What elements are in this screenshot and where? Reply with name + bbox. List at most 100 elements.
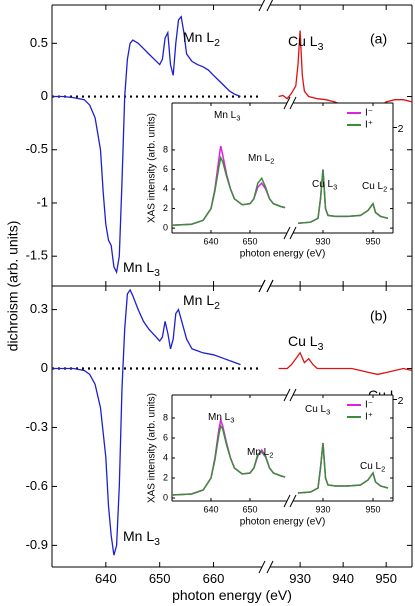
annotation-subscript: 3 bbox=[230, 415, 234, 424]
axis-break bbox=[289, 226, 297, 240]
legend-label: I⁺ bbox=[365, 120, 373, 131]
x-tick-label: 930 bbox=[315, 236, 330, 246]
annotation-subscript: 2 bbox=[381, 464, 385, 473]
x-tick-label: 930 bbox=[315, 504, 330, 514]
axis-break bbox=[283, 226, 291, 240]
y-tick-label: 0 bbox=[41, 88, 48, 103]
x-tick-label: 650 bbox=[242, 236, 257, 246]
inset-background bbox=[172, 395, 393, 501]
x-axis-label: photon energy (eV) bbox=[172, 587, 292, 603]
data-line bbox=[278, 351, 413, 376]
annotation: Cu L3 bbox=[305, 404, 330, 417]
annotation-subscript: 2 bbox=[270, 156, 274, 165]
annotation-text: Cu L bbox=[362, 181, 384, 192]
axis-break bbox=[289, 388, 297, 402]
annotation-text: Mn L bbox=[123, 259, 154, 275]
y-tick-label: 0 bbox=[163, 222, 168, 232]
inset-background bbox=[172, 103, 393, 233]
y-axis-label: XAS intensity (arb. units) bbox=[147, 113, 158, 223]
annotation-subscript: 3 bbox=[326, 407, 330, 416]
annotation-text: Mn L bbox=[248, 153, 271, 164]
annotation-text: Mn L bbox=[208, 412, 231, 423]
annotation-subscript: 2 bbox=[398, 123, 404, 135]
x-tick-label: 950 bbox=[365, 504, 380, 514]
inset: 0 2 4 6 8 640 650 930 950 photon energy (eV) XAS i… bbox=[147, 388, 394, 528]
annotation-text: Cu L bbox=[288, 33, 318, 49]
x-tick-label: 660 bbox=[203, 571, 225, 586]
y-tick-label: 6 bbox=[163, 432, 168, 442]
annotation-text: Mn L bbox=[247, 447, 270, 458]
annotation: Mn L2 bbox=[248, 153, 274, 166]
annotation: Cu L2 bbox=[362, 181, 387, 194]
y-tick-label: 4 bbox=[163, 452, 168, 462]
inset: 0 2 4 6 8 640 650 930 950 photon energy (eV) XAS i… bbox=[147, 96, 394, 260]
annotation: Mn L3 bbox=[208, 412, 234, 425]
y-tick-label: -0.5 bbox=[26, 141, 48, 156]
x-tick-label: 650 bbox=[242, 504, 257, 514]
annotation-subscript: 2 bbox=[214, 300, 220, 312]
panel-label: (a) bbox=[370, 31, 387, 47]
annotation: Cu L3 bbox=[288, 333, 324, 353]
annotation-subscript: 3 bbox=[154, 536, 160, 548]
x-tick-label: 940 bbox=[332, 571, 354, 586]
y-tick-label: 2 bbox=[163, 472, 168, 482]
legend-label: I⁻ bbox=[365, 108, 373, 119]
x-tick-label: 950 bbox=[365, 236, 380, 246]
y-axis-label: dichroism (arb. units) bbox=[5, 221, 21, 352]
axis-break bbox=[258, 279, 266, 293]
legend-label: I⁺ bbox=[365, 412, 373, 423]
y-tick-label: 6 bbox=[163, 164, 168, 174]
y-tick-label: 0 bbox=[41, 360, 48, 375]
axis-break bbox=[289, 96, 297, 110]
y-tick-label: 8 bbox=[163, 412, 168, 422]
axis-break bbox=[266, 0, 274, 12]
axis-break bbox=[289, 494, 297, 508]
axis-break bbox=[283, 494, 291, 508]
annotation-text: Cu L bbox=[288, 333, 318, 349]
annotation-text: Mn L bbox=[123, 528, 154, 544]
y-tick-label: -0.9 bbox=[26, 537, 48, 552]
annotation-text: Cu L bbox=[360, 461, 382, 472]
annotation-text: Cu L bbox=[305, 404, 327, 415]
annotation-subscript: 3 bbox=[236, 113, 240, 122]
x-tick-label: 640 bbox=[95, 571, 117, 586]
axis-break bbox=[266, 560, 274, 574]
data-line bbox=[52, 288, 241, 556]
annotation-text: Mn L bbox=[183, 292, 214, 308]
x-tick-label: 930 bbox=[289, 571, 311, 586]
annotation-subscript: 2 bbox=[383, 184, 387, 193]
annotation: Mn L3 bbox=[123, 528, 160, 548]
axis-break bbox=[283, 388, 291, 402]
y-tick-label: -0.3 bbox=[26, 419, 48, 434]
annotation: Mn L3 bbox=[214, 110, 240, 123]
annotation: Mn L2 bbox=[247, 447, 273, 460]
annotation: Cu L2 bbox=[360, 461, 385, 474]
annotation: Mn L2 bbox=[183, 292, 220, 312]
annotation-subscript: 2 bbox=[398, 395, 404, 407]
annotation-subscript: 3 bbox=[318, 341, 324, 353]
axis-break bbox=[266, 279, 274, 293]
x-axis-label: photon energy (eV) bbox=[240, 517, 326, 528]
data-line bbox=[52, 15, 241, 275]
y-tick-label: -1.5 bbox=[26, 248, 48, 263]
y-tick-label: 4 bbox=[163, 183, 168, 193]
y-tick-label: -1 bbox=[36, 194, 48, 209]
data-line bbox=[171, 155, 389, 226]
annotation-subscript: 3 bbox=[318, 41, 324, 53]
x-tick-label: 640 bbox=[203, 236, 218, 246]
annotation: Mn L2 bbox=[183, 29, 220, 49]
annotation-text: Mn L bbox=[183, 29, 214, 45]
axis-break bbox=[283, 96, 291, 110]
y-axis-label: XAS intensity (arb. units) bbox=[147, 393, 158, 503]
data-line bbox=[171, 424, 389, 496]
x-axis-label: photon energy (eV) bbox=[240, 249, 326, 260]
annotation: Mn L3 bbox=[123, 259, 160, 279]
annotation-subscript: 3 bbox=[333, 182, 337, 191]
y-tick-label: 0.3 bbox=[30, 301, 48, 316]
y-tick-label: 2 bbox=[163, 203, 168, 213]
annotation: Cu L3 bbox=[288, 33, 324, 53]
x-tick-label: 640 bbox=[203, 504, 218, 514]
annotation-text: Mn L bbox=[214, 110, 237, 121]
annotation: Cu L3 bbox=[312, 179, 337, 192]
